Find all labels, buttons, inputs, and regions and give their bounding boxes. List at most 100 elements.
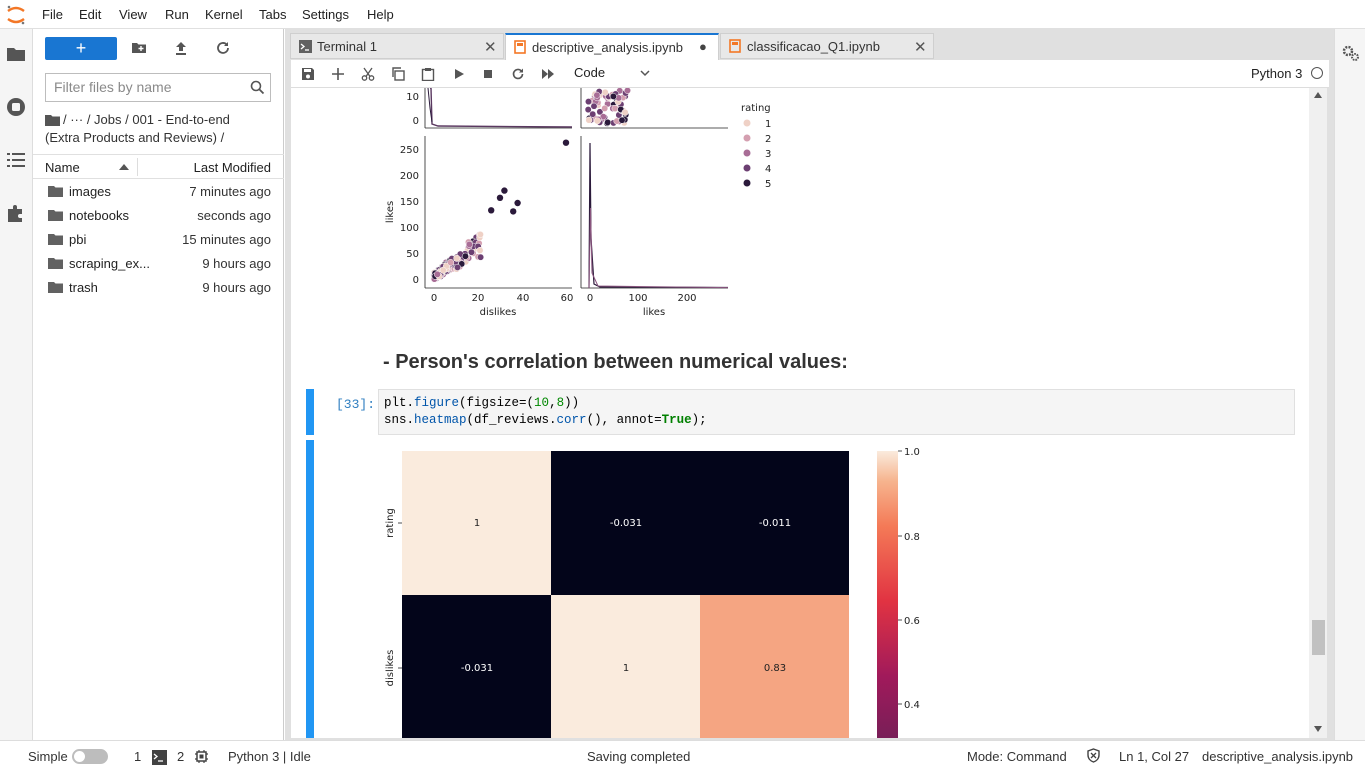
- scatter-point: [514, 199, 521, 207]
- scatter-point: [585, 116, 593, 124]
- save-icon[interactable]: [301, 67, 315, 81]
- scatter-point: [601, 104, 609, 112]
- menu-help[interactable]: Help: [367, 7, 394, 22]
- kernel-status[interactable]: Python 3 | Idle: [228, 749, 311, 764]
- scatter-point: [468, 248, 475, 256]
- running-sessions-icon[interactable]: [6, 97, 26, 117]
- scatter-point: [453, 254, 461, 262]
- column-last-modified-header[interactable]: Last Modified: [193, 160, 271, 175]
- heatmap-annotation: 1: [623, 663, 629, 674]
- restart-run-all-icon[interactable]: [541, 67, 555, 81]
- insert-cell-icon[interactable]: [331, 67, 345, 81]
- cut-icon[interactable]: [361, 67, 375, 81]
- legend-label: 4: [765, 164, 771, 175]
- output-collapser[interactable]: [306, 440, 314, 738]
- heatmap-annotation: -0.031: [461, 663, 493, 674]
- new-folder-icon[interactable]: [131, 40, 147, 56]
- simple-mode-toggle[interactable]: [72, 749, 108, 764]
- menu-settings[interactable]: Settings: [302, 7, 349, 22]
- right-sidebar-tabs: [1334, 29, 1365, 740]
- file-list-item[interactable]: pbi 15 minutes ago: [33, 228, 284, 252]
- x-tick: 60: [561, 293, 574, 304]
- table-of-contents-icon[interactable]: [6, 150, 26, 170]
- menu-run[interactable]: Run: [165, 7, 189, 22]
- upload-icon[interactable]: [173, 40, 189, 56]
- code-cell-editor[interactable]: plt.figure(figsize=(10,8)) sns.heatmap(d…: [378, 389, 1295, 435]
- extension-icon[interactable]: [6, 203, 26, 223]
- scatter-point: [433, 270, 441, 278]
- trust-shield-icon[interactable]: [1086, 748, 1101, 763]
- unsaved-dot-icon[interactable]: ●: [699, 39, 707, 54]
- legend-marker: [743, 134, 751, 142]
- colorbar-tick: 0.6: [904, 616, 920, 627]
- tab-classificacao-q1[interactable]: classificacao_Q1.ipynb ✕: [720, 33, 934, 59]
- chevron-down-icon[interactable]: [640, 70, 650, 77]
- breadcrumb-path-continued[interactable]: (Extra Products and Reviews) /: [45, 130, 225, 145]
- legend-marker: [743, 149, 751, 157]
- terminal-count[interactable]: 1: [134, 749, 142, 764]
- new-launcher-button[interactable]: +: [45, 37, 117, 60]
- breadcrumb-path[interactable]: / ··· / Jobs / 001 - End-to-end: [63, 112, 230, 127]
- copy-icon[interactable]: [391, 67, 405, 81]
- restart-kernel-icon[interactable]: [511, 67, 525, 81]
- folder-icon[interactable]: [6, 44, 26, 64]
- scatter-point: [601, 88, 609, 96]
- heatmap-cell: [551, 451, 700, 595]
- menu-kernel[interactable]: Kernel: [205, 7, 243, 22]
- jupyter-logo-icon: [7, 5, 25, 25]
- y-tick: 250: [400, 145, 419, 156]
- execution-count: [33]:: [336, 397, 376, 412]
- scatter-point: [454, 263, 461, 271]
- menu-file[interactable]: File: [42, 7, 63, 22]
- kernel-count[interactable]: 2: [177, 749, 185, 764]
- folder-icon: [48, 234, 63, 245]
- file-list-item[interactable]: images 7 minutes ago: [33, 180, 284, 204]
- refresh-icon[interactable]: [215, 40, 231, 56]
- legend: rating 1 2 3 4 5: [741, 103, 771, 190]
- top-right-panel: [580, 88, 728, 129]
- file-filter-field[interactable]: [45, 73, 271, 102]
- tab-descriptive-analysis[interactable]: descriptive_analysis.ipynb ●: [505, 33, 719, 60]
- y-tick: 0: [413, 275, 419, 286]
- file-list-item[interactable]: scraping_ex... 9 hours ago: [33, 252, 284, 276]
- tab-label: Terminal 1: [317, 39, 377, 54]
- scrollbar-thumb[interactable]: [1312, 620, 1325, 655]
- heatmap-annotation: -0.031: [610, 518, 642, 529]
- home-folder-icon[interactable]: [45, 114, 60, 126]
- terminal-icon: [299, 40, 312, 53]
- notebook-scrollbar[interactable]: [1309, 88, 1327, 738]
- scroll-down-icon[interactable]: [1314, 726, 1322, 732]
- scatter-point: [465, 240, 473, 248]
- run-icon[interactable]: [452, 67, 466, 81]
- file-modified: 9 hours ago: [202, 256, 271, 271]
- cell-type-dropdown[interactable]: Code: [574, 65, 606, 80]
- notebook-icon: [729, 39, 741, 53]
- breadcrumb: / ··· / Jobs / 001 - End-to-end (Extra P…: [45, 111, 275, 147]
- y-tick: 150: [400, 197, 419, 208]
- colorbar: [877, 451, 898, 738]
- cursor-position[interactable]: Ln 1, Col 27: [1119, 749, 1190, 764]
- menu-edit[interactable]: Edit: [79, 7, 102, 22]
- menu-view[interactable]: View: [119, 7, 147, 22]
- file-name: notebooks: [69, 208, 129, 223]
- kernel-status-icon: [1311, 67, 1323, 79]
- kernel-chip-icon: [195, 750, 208, 763]
- property-inspector-gears-icon[interactable]: [1342, 44, 1360, 62]
- paste-icon[interactable]: [421, 67, 435, 81]
- file-list-item[interactable]: notebooks seconds ago: [33, 204, 284, 228]
- row-label: dislikes: [385, 650, 396, 687]
- x-tick: 20: [472, 293, 485, 304]
- cell-collapser[interactable]: [306, 389, 314, 435]
- scatter-point: [593, 117, 601, 125]
- close-tab-icon[interactable]: ✕: [484, 39, 497, 56]
- tab-terminal-1[interactable]: Terminal 1 ✕: [290, 33, 504, 59]
- colorbar-tick: 0.8: [904, 532, 920, 543]
- stop-icon[interactable]: [481, 67, 495, 81]
- file-list-item[interactable]: trash 9 hours ago: [33, 276, 284, 300]
- file-filter-input[interactable]: [54, 74, 244, 100]
- kernel-name[interactable]: Python 3: [1251, 66, 1303, 81]
- close-tab-icon[interactable]: ✕: [914, 39, 927, 56]
- menu-tabs[interactable]: Tabs: [259, 7, 287, 22]
- column-name-header[interactable]: Name: [45, 160, 80, 175]
- scroll-up-icon[interactable]: [1314, 92, 1322, 98]
